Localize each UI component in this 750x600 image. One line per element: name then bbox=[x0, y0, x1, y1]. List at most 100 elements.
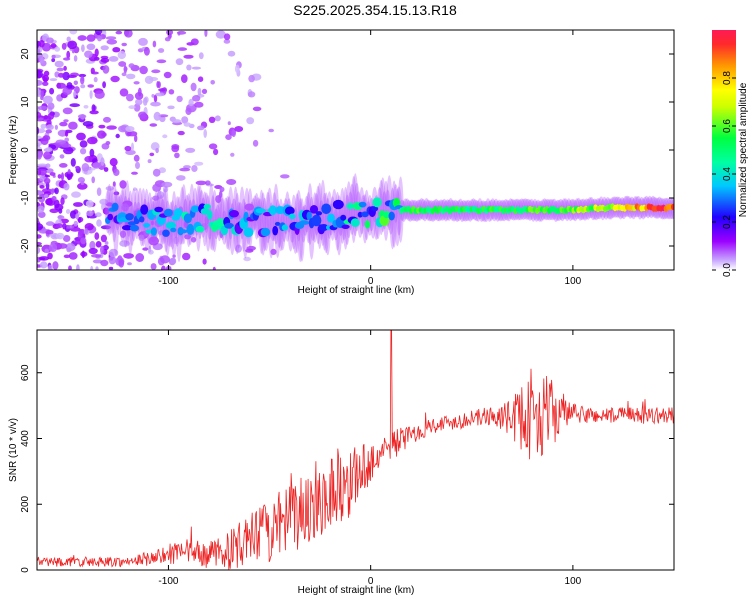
ridge-cell bbox=[350, 218, 360, 228]
noise-blob bbox=[115, 30, 123, 35]
noise-blob bbox=[98, 124, 106, 129]
noise-blob bbox=[74, 165, 80, 169]
noise-blob bbox=[153, 94, 158, 103]
noise-blob bbox=[166, 30, 174, 36]
noise-blob bbox=[227, 50, 236, 57]
noise-blob bbox=[57, 215, 65, 219]
noise-blob bbox=[73, 80, 79, 86]
noise-blob bbox=[197, 87, 202, 96]
noise-blob bbox=[73, 220, 79, 227]
ridge-cell bbox=[268, 205, 277, 216]
noise-blob bbox=[100, 57, 110, 63]
noise-blob bbox=[75, 213, 80, 220]
noise-blob bbox=[86, 136, 98, 145]
noise-blob bbox=[170, 257, 177, 265]
noise-blob bbox=[208, 116, 216, 124]
noise-blob bbox=[37, 126, 40, 135]
noise-blob bbox=[65, 209, 71, 214]
noise-blob bbox=[84, 50, 93, 58]
noise-blob bbox=[87, 84, 94, 88]
noise-blob bbox=[138, 37, 148, 46]
noise-blob bbox=[212, 266, 216, 270]
noise-blob bbox=[190, 237, 197, 243]
noise-blob bbox=[37, 241, 42, 246]
noise-blob bbox=[248, 74, 255, 83]
noise-blob bbox=[37, 128, 46, 134]
noise-blob bbox=[144, 75, 154, 84]
noise-blob bbox=[176, 175, 186, 181]
noise-blob bbox=[63, 146, 74, 155]
noise-blob bbox=[186, 64, 192, 71]
noise-blob bbox=[48, 243, 58, 252]
ridge-cell bbox=[361, 211, 369, 218]
noise-blob bbox=[112, 181, 116, 187]
noise-blob bbox=[268, 128, 275, 133]
noise-blob bbox=[157, 81, 161, 89]
y-tick-label: -10 bbox=[20, 190, 31, 205]
colorbar: 0.0 0.2 0.4 0.6 0.8 Normalized spectral ampl… bbox=[712, 30, 749, 277]
ridge-cell bbox=[306, 211, 312, 221]
noise-blob bbox=[56, 82, 66, 89]
noise-blob bbox=[110, 75, 120, 83]
noise-blob bbox=[105, 186, 115, 191]
noise-blob bbox=[234, 64, 240, 74]
noise-blob bbox=[100, 234, 107, 243]
noise-blob bbox=[188, 98, 194, 107]
ridge-cell bbox=[243, 211, 249, 223]
snr-y-axis-label: SNR (10 * v/v) bbox=[8, 418, 19, 482]
noise-blob bbox=[230, 152, 235, 157]
noise-blob bbox=[118, 125, 128, 133]
noise-blob bbox=[81, 163, 90, 172]
noise-blob bbox=[103, 167, 109, 172]
noise-blob bbox=[191, 66, 201, 70]
ridge-cell bbox=[275, 206, 286, 215]
noise-blob bbox=[135, 98, 143, 106]
noise-blob bbox=[102, 81, 106, 89]
noise-blob bbox=[194, 101, 204, 108]
noise-blob bbox=[128, 63, 135, 69]
noise-blob bbox=[161, 181, 173, 188]
noise-blob bbox=[185, 107, 192, 116]
noise-blob bbox=[37, 111, 42, 119]
noise-blob bbox=[92, 259, 103, 264]
ridge-cell bbox=[358, 201, 367, 208]
ridge-cell bbox=[260, 227, 271, 237]
noise-blob bbox=[63, 183, 70, 191]
noise-blob bbox=[125, 149, 136, 155]
noise-blob bbox=[37, 181, 40, 186]
noise-blob bbox=[103, 116, 111, 123]
noise-blob bbox=[59, 121, 68, 127]
noise-blob bbox=[68, 121, 78, 130]
noise-blob bbox=[85, 200, 94, 208]
noise-blob bbox=[94, 232, 100, 240]
noise-blob bbox=[109, 158, 118, 167]
ridge-cell bbox=[178, 229, 188, 234]
noise-blob bbox=[235, 244, 243, 253]
noise-blob bbox=[39, 185, 45, 189]
noise-blob bbox=[94, 30, 103, 36]
noise-blob bbox=[37, 234, 42, 239]
noise-blob bbox=[147, 159, 152, 164]
noise-blob bbox=[44, 248, 49, 253]
ridge-halo bbox=[268, 202, 275, 259]
noise-blob bbox=[160, 255, 170, 264]
noise-blob bbox=[164, 37, 171, 42]
noise-blob bbox=[73, 55, 78, 62]
noise-blob bbox=[234, 126, 244, 132]
noise-blob bbox=[47, 113, 55, 120]
spectrogram-heatmap bbox=[37, 30, 674, 270]
noise-blob bbox=[82, 121, 94, 127]
ridge-halo bbox=[146, 192, 153, 250]
ridge-cell bbox=[183, 213, 192, 224]
noise-blob bbox=[215, 30, 226, 39]
noise-blob bbox=[71, 191, 81, 198]
noise-blob bbox=[171, 119, 182, 124]
noise-blob bbox=[68, 252, 78, 260]
noise-blob bbox=[159, 115, 166, 123]
noise-blob bbox=[102, 207, 110, 215]
noise-blob bbox=[198, 52, 204, 60]
noise-blob bbox=[96, 219, 102, 227]
noise-blob bbox=[245, 248, 254, 253]
ridge-halo bbox=[195, 184, 202, 252]
noise-blob bbox=[125, 126, 135, 132]
